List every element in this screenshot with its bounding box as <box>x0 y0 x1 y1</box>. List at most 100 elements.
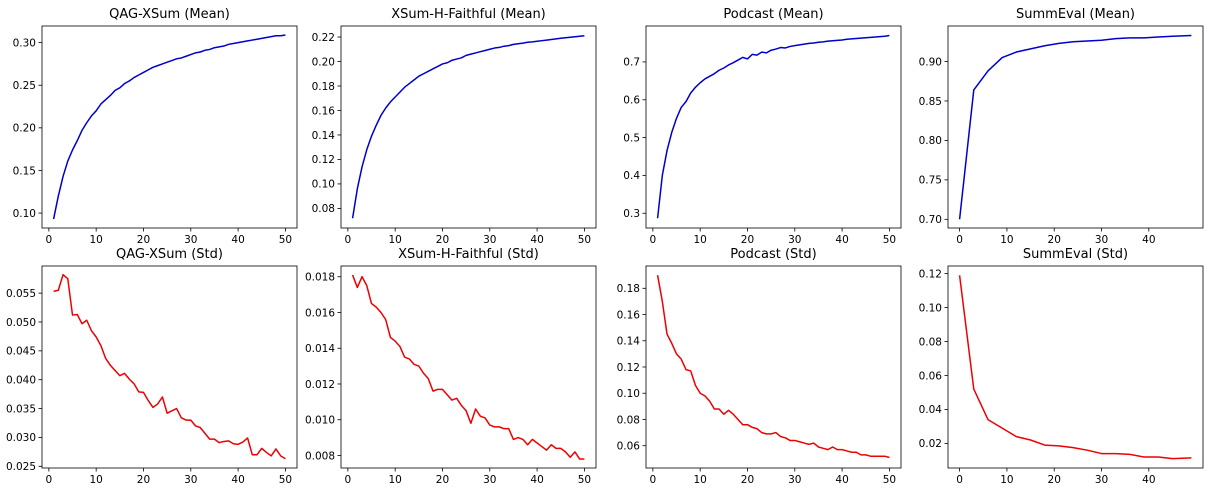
series-line <box>656 34 890 219</box>
x-tick-label: 30 <box>184 234 197 246</box>
y-tick-label: 0.25 <box>13 80 36 92</box>
y-tick-label: 0.08 <box>919 336 942 348</box>
y-tick-label: 0.3 <box>623 208 640 220</box>
x-tick-label: 50 <box>883 234 896 246</box>
y-tick-label: 0.6 <box>623 95 640 107</box>
series-line <box>656 275 890 459</box>
subplot-title: QAG-XSum (Std) <box>116 247 223 262</box>
y-tick-label: 0.10 <box>919 302 942 314</box>
axes-frame <box>41 265 298 469</box>
y-tick-label: 0.75 <box>919 175 942 187</box>
x-tick-label: 30 <box>483 234 496 246</box>
series-line <box>351 35 585 219</box>
x-tick-label: 0 <box>345 474 352 486</box>
series-line <box>53 273 286 460</box>
x-tick-label: 50 <box>279 234 292 246</box>
x-tick-label: 50 <box>578 234 591 246</box>
y-tick-label: 0.30 <box>13 37 36 49</box>
x-tick-label: 10 <box>1000 474 1013 486</box>
y-tick-label: 0.012 <box>305 379 335 391</box>
subplot-title: Podcast (Mean) <box>723 7 823 22</box>
axes-frame <box>340 25 597 229</box>
y-tick-label: 0.045 <box>6 346 36 358</box>
x-tick-label: 20 <box>436 474 449 486</box>
y-tick-label: 0.18 <box>312 81 335 93</box>
x-tick-label: 40 <box>1142 474 1155 486</box>
subplot-title: XSum-H-Faithful (Std) <box>398 247 539 262</box>
y-tick-label: 0.90 <box>919 56 942 68</box>
y-tick-label: 0.80 <box>919 135 942 147</box>
y-tick-label: 0.16 <box>617 309 641 321</box>
y-tick-label: 0.20 <box>312 56 335 68</box>
y-tick-label: 0.06 <box>919 370 943 382</box>
x-tick-label: 0 <box>345 234 352 246</box>
y-tick-label: 0.14 <box>312 130 336 142</box>
y-tick-label: 0.050 <box>6 317 36 329</box>
y-tick-label: 0.14 <box>617 336 641 348</box>
subplot-2: XSum-H-Faithful (Mean) 0 10 20 30 40 50 0.08 0.1… <box>312 7 597 246</box>
y-tick-label: 0.035 <box>6 403 36 415</box>
subplot-title: QAG-XSum (Mean) <box>109 7 230 22</box>
y-tick-label: 0.10 <box>617 388 640 400</box>
x-tick-label: 10 <box>89 234 102 246</box>
x-tick-label: 0 <box>956 474 963 486</box>
x-tick-label: 30 <box>788 234 801 246</box>
y-tick-label: 0.7 <box>623 57 640 69</box>
x-tick-label: 0 <box>650 474 657 486</box>
y-tick-label: 0.02 <box>919 438 942 450</box>
y-tick-label: 0.08 <box>617 414 640 426</box>
y-tick-label: 0.85 <box>919 96 942 108</box>
subplot-title: Podcast (Std) <box>730 247 816 262</box>
x-tick-label: 20 <box>1048 474 1061 486</box>
series-line <box>52 34 286 220</box>
y-tick-label: 0.70 <box>919 214 942 226</box>
x-tick-label: 40 <box>231 474 244 486</box>
y-tick-label: 0.014 <box>305 343 335 355</box>
x-tick-label: 10 <box>89 474 102 486</box>
x-tick-label: 50 <box>883 474 896 486</box>
x-tick-label: 10 <box>388 474 401 486</box>
x-tick-label: 20 <box>137 474 150 486</box>
subplot-4: SummEval (Mean) 0 10 20 30 40 0.70 0.75 0.80 0.85… <box>919 7 1204 246</box>
x-tick-label: 20 <box>1048 234 1061 246</box>
subplot-title: XSum-H-Faithful (Mean) <box>391 7 546 22</box>
y-tick-label: 0.055 <box>6 288 36 300</box>
x-tick-label: 10 <box>1000 234 1013 246</box>
y-tick-label: 0.10 <box>312 179 335 191</box>
x-tick-label: 0 <box>46 234 53 246</box>
y-tick-label: 0.4 <box>623 170 640 182</box>
y-tick-label: 0.18 <box>617 283 640 295</box>
axes-frame <box>947 25 1204 229</box>
y-tick-label: 0.12 <box>312 154 335 166</box>
x-tick-label: 40 <box>530 474 543 486</box>
x-tick-label: 30 <box>184 474 197 486</box>
y-tick-label: 0.030 <box>6 432 36 444</box>
x-tick-label: 50 <box>578 474 591 486</box>
axes-frame <box>645 25 902 229</box>
y-tick-label: 0.16 <box>312 105 336 117</box>
y-tick-label: 0.5 <box>623 132 640 144</box>
x-tick-label: 20 <box>137 234 150 246</box>
subplot-5: QAG-XSum (Std) 0 10 20 30 40 50 0.025 0.030 0.035… <box>6 247 298 486</box>
y-tick-label: 0.12 <box>919 268 942 280</box>
y-tick-label: 0.018 <box>305 272 335 284</box>
x-tick-label: 20 <box>436 234 449 246</box>
y-tick-label: 0.12 <box>617 362 640 374</box>
y-tick-label: 0.025 <box>6 461 36 473</box>
subplot-7: Podcast (Std) 0 10 20 30 40 50 0.06 0.08 0.10 0.12… <box>617 247 902 486</box>
y-tick-label: 0.06 <box>617 441 641 453</box>
x-tick-label: 0 <box>956 234 963 246</box>
series-line <box>351 274 585 460</box>
subplot-title: SummEval (Std) <box>1023 247 1128 262</box>
y-tick-label: 0.008 <box>305 450 335 462</box>
axes-frame <box>645 265 902 469</box>
series-line <box>958 275 1192 460</box>
x-tick-label: 30 <box>1095 234 1108 246</box>
subplot-8: SummEval (Std) 0 10 20 30 40 0.02 0.04 0.06 0.08 0… <box>919 247 1204 486</box>
subplot-6: XSum-H-Faithful (Std) 0 10 20 30 40 50 0.008 0.0… <box>305 247 597 486</box>
y-tick-label: 0.04 <box>919 404 943 416</box>
x-tick-label: 20 <box>741 234 754 246</box>
y-tick-label: 0.040 <box>6 374 36 386</box>
x-tick-label: 40 <box>835 234 848 246</box>
